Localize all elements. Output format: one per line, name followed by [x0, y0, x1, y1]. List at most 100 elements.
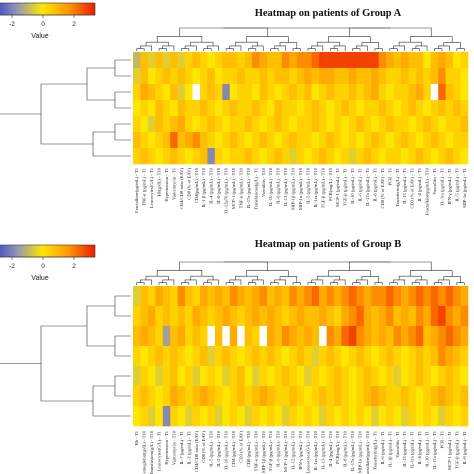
heatmap-cell: [192, 346, 201, 367]
heatmap-cell: [259, 100, 268, 117]
heatmap-cell: [274, 346, 283, 367]
heatmap-cell: [214, 84, 223, 101]
column-label: CD4 (pg/mL) - T10: [231, 430, 236, 467]
heatmap-cell: [356, 326, 365, 347]
heatmap-cell: [267, 326, 275, 347]
heatmap-cell: [274, 148, 283, 165]
column-label: Fractalkine(pg/mL) - T1: [134, 167, 139, 213]
heatmap-cell: [460, 286, 469, 307]
heatmap-cell: [423, 326, 432, 347]
column-label: IL-6 (pg/mL) - T10: [276, 167, 281, 203]
heatmap-cell: [207, 286, 216, 307]
heatmap-cell: [214, 326, 223, 347]
heatmap-cell: [281, 148, 290, 165]
heatmap-cell: [445, 306, 454, 327]
heatmap-cell: [393, 132, 402, 149]
heatmap-cell: [386, 52, 394, 69]
heatmap-cell: [133, 148, 141, 165]
heatmap-cell: [147, 116, 156, 133]
heatmap-cell: [140, 84, 149, 101]
heatmap-cell: [140, 52, 149, 69]
heatmap-cell: [430, 68, 439, 85]
heatmap-cell: [274, 306, 283, 327]
heatmap-cell: [408, 346, 417, 367]
heatmap-cell: [140, 406, 149, 427]
heatmap-cell: [378, 132, 387, 149]
heatmap-cell: [155, 326, 164, 347]
row-dendrogram: [0, 59, 131, 157]
heatmap-cell: [177, 366, 186, 387]
heatmap-cell: [252, 116, 260, 133]
heatmap-cell: [408, 84, 417, 101]
heatmap-cell: [259, 386, 268, 407]
heatmap-cell: [237, 386, 245, 407]
heatmap-cell: [155, 84, 164, 101]
heatmap-cell: [319, 326, 327, 347]
heatmap-cell: [386, 100, 394, 117]
heatmap-cell: [200, 386, 208, 407]
column-label: CD8 (% of EAV): [201, 431, 206, 463]
heatmap-cell: [378, 286, 387, 307]
heatmap-cell: [192, 386, 201, 407]
column-label: CD4/CD8 ratio (EAV): [179, 168, 184, 210]
heatmap-cell: [296, 326, 305, 347]
heatmap-cell: [393, 100, 402, 117]
heatmap-cell: [281, 84, 290, 101]
color-key: -2 0 2 Value: [0, 2, 96, 40]
heatmap-cell: [244, 116, 253, 133]
heatmap-cell: [371, 346, 379, 367]
heatmap-cell: [311, 346, 320, 367]
heatmap-cell: [348, 52, 357, 69]
heatmap-cell: [363, 406, 372, 427]
heatmap-cell: [229, 306, 238, 327]
column-label: Fractalkine(pg/mL) - T10: [425, 167, 430, 215]
heatmap-cell: [311, 84, 320, 101]
heatmap-cell: [371, 306, 379, 327]
heatmap-cell: [237, 148, 245, 165]
heatmap-cell: [311, 148, 320, 165]
heatmap-cell: [192, 306, 201, 327]
heatmap-cell: [415, 386, 424, 407]
heatmap-cell: [177, 386, 186, 407]
heatmap-cell: [267, 100, 275, 117]
heatmap-cell: [401, 132, 409, 149]
heatmap-cell: [289, 366, 298, 387]
column-label: IL-4 (pg/mL) - T10: [209, 167, 214, 203]
column-label: Leucocytes(G/L) - T10: [305, 430, 310, 473]
heatmap-cell: [252, 84, 260, 101]
heatmap-cell: [155, 100, 164, 117]
heatmap-cell: [363, 84, 372, 101]
heatmap-cell: [341, 100, 350, 117]
heatmap-cell: [356, 52, 365, 69]
heatmap-cell: [222, 52, 231, 69]
color-key-tick: 2: [72, 263, 76, 270]
column-label: IL-4 (pg/mL) - T1: [417, 167, 422, 201]
heatmap-cell: [296, 386, 305, 407]
heatmap-cell: [289, 306, 298, 327]
heatmap-cell: [162, 346, 171, 367]
heatmap-cell: [185, 148, 193, 165]
heatmap-cell: [393, 116, 402, 133]
heatmap-cell: [371, 68, 379, 85]
heatmap-cell: [252, 148, 260, 165]
column-label: CD4/CD8 ratio (EAV): [194, 431, 199, 473]
heatmap-cell: [415, 406, 424, 427]
heatmap-cell: [326, 84, 335, 101]
heatmap-cell: [147, 148, 156, 165]
heatmap-cell: [401, 148, 409, 165]
heatmap-cell: [229, 100, 238, 117]
heatmap-cell: [311, 326, 320, 347]
heatmap-cell: [378, 346, 387, 367]
column-label: Transfusions(g/L) - T10: [149, 430, 154, 474]
heatmap-cell: [147, 406, 156, 427]
heatmap-cell: [185, 406, 193, 427]
heatmap-cell: [356, 100, 365, 117]
heatmap-cell: [386, 68, 394, 85]
heatmap-cell: [356, 84, 365, 101]
heatmap-cell: [408, 366, 417, 387]
heatmap-cell: [200, 84, 208, 101]
heatmap-cell: [229, 132, 238, 149]
heatmap-cell: [304, 52, 312, 69]
heatmap-cell: [162, 326, 171, 347]
column-label: TNF-α (pg/mL) - T10: [238, 167, 243, 208]
